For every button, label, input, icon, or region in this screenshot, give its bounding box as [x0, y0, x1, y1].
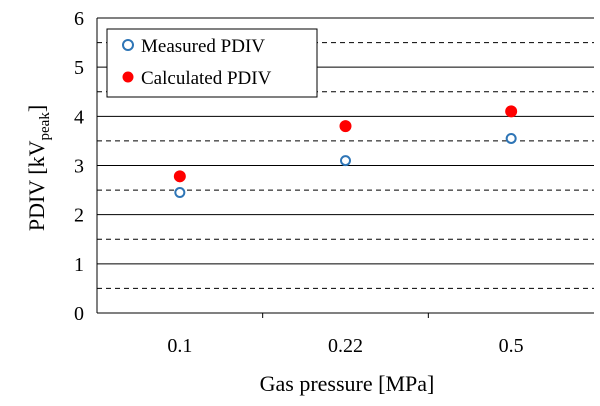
data-point-measured — [340, 155, 351, 167]
x-tick-label: 0.1 — [167, 335, 192, 357]
x-axis-label: Gas pressure [MPa] — [260, 371, 435, 396]
axes — [96, 18, 594, 318]
legend-label-calculated: Calculated PDIV — [141, 68, 272, 89]
x-tick-label: 0.5 — [499, 335, 524, 357]
y-tick-label: 5 — [74, 57, 84, 79]
data-points — [173, 105, 518, 199]
y-axis-label: PDIV [kVpeak] — [24, 105, 53, 231]
data-point-calculated — [505, 105, 518, 118]
x-tick-label: 0.22 — [328, 335, 363, 357]
legend-marker-calculated — [122, 71, 134, 83]
legend-label-measured: Measured PDIV — [141, 36, 265, 57]
y-axis-label-suffix: ] — [24, 105, 49, 112]
legend-box — [106, 28, 318, 98]
y-tick-label: 3 — [74, 156, 84, 178]
y-tick-label: 2 — [74, 205, 84, 227]
y-tick-label: 4 — [74, 106, 84, 128]
y-tick-label: 6 — [74, 8, 84, 30]
data-point-calculated — [173, 170, 186, 183]
data-point-calculated — [339, 120, 352, 133]
data-point-measured — [174, 187, 186, 199]
data-point-measured — [505, 132, 517, 144]
y-axis-label-main: PDIV [kV — [24, 140, 49, 231]
y-tick-label: 1 — [74, 254, 84, 276]
tick-labels: 0 1 2 3 4 5 6 0.1 0.22 0.5 — [74, 8, 524, 357]
y-axis-label-subscript: peak — [37, 112, 53, 141]
y-tick-label: 0 — [74, 303, 84, 325]
legend: Measured PDIV Calculated PDIV — [106, 28, 318, 98]
legend-marker-measured — [122, 39, 134, 51]
